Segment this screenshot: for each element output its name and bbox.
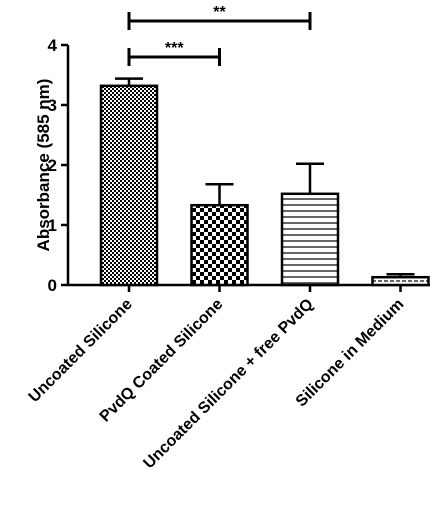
significance-label: ***	[165, 40, 184, 57]
bar	[190, 203, 249, 287]
bar	[99, 84, 159, 287]
y-tick-label: 4	[48, 36, 58, 55]
significance-brackets: *****	[127, 4, 312, 66]
y-ticks: 0 1 2 3 4	[48, 36, 68, 295]
error-bars	[115, 77, 415, 278]
bars	[99, 84, 430, 287]
y-axis-label: Absorbance (585 nm)	[34, 79, 53, 252]
y-tick-label: 3	[48, 96, 57, 115]
bar	[371, 275, 430, 287]
bar	[280, 192, 340, 287]
significance-label: **	[213, 4, 226, 21]
x-tick-label: Uncoated Silicone + free PvdQ	[140, 296, 316, 472]
y-tick-label: 0	[48, 276, 57, 295]
y-tick-label: 1	[48, 216, 57, 235]
y-tick-label: 2	[48, 156, 57, 175]
